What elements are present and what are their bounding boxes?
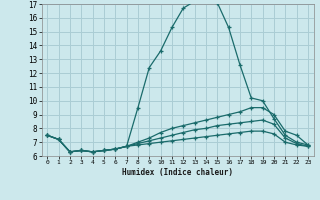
X-axis label: Humidex (Indice chaleur): Humidex (Indice chaleur) bbox=[122, 168, 233, 177]
